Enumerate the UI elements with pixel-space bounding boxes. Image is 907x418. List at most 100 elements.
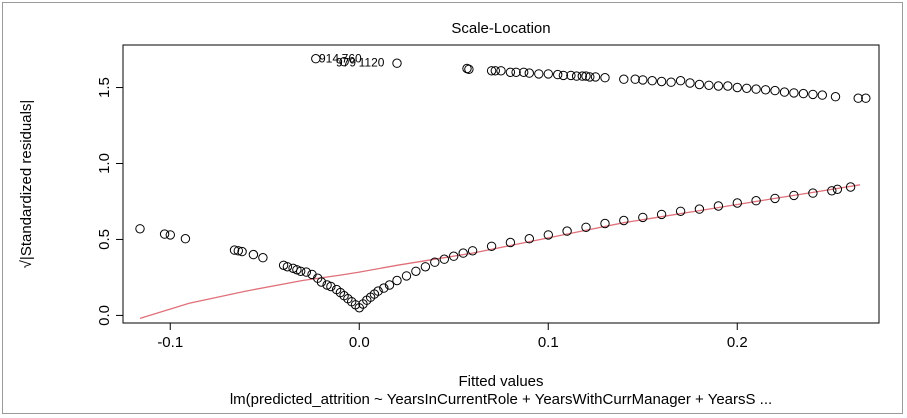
data-point	[316, 277, 327, 287]
smoother-line	[139, 184, 861, 320]
data-point	[647, 76, 657, 86]
data-point	[853, 93, 863, 103]
point-label: 979	[336, 55, 356, 69]
data-point	[392, 58, 402, 68]
x-tick-label: -0.1	[157, 334, 183, 351]
x-axis-label: Fitted values	[458, 373, 543, 390]
data-point	[638, 75, 648, 85]
data-point	[704, 80, 714, 91]
data-point	[229, 245, 240, 255]
data-point	[789, 88, 799, 98]
data-point	[180, 234, 191, 244]
point-label: 760	[342, 52, 362, 66]
data-point	[392, 275, 402, 286]
data-point	[845, 182, 856, 192]
data-point	[543, 69, 553, 79]
plot-box	[122, 44, 880, 324]
data-point	[619, 74, 629, 84]
data-point	[505, 67, 516, 78]
data-point	[694, 79, 705, 90]
data-point	[666, 77, 676, 87]
data-point	[301, 267, 311, 277]
plot-frame: 914 760 979 1120 -0.1 0.0 0.1 0.2 0.0 0.5 1.0 1.5 …	[2, 2, 903, 414]
data-point	[311, 54, 321, 64]
data-point	[832, 184, 843, 195]
data-point	[486, 241, 497, 252]
data-point	[656, 209, 667, 220]
data-point	[248, 249, 259, 260]
data-point	[411, 266, 421, 276]
data-point	[581, 71, 591, 81]
data-point	[577, 71, 587, 81]
data-point	[713, 81, 724, 91]
data-point	[464, 64, 474, 75]
data-point	[439, 254, 449, 264]
data-point	[732, 198, 742, 208]
data-point	[524, 68, 534, 78]
data-point	[165, 230, 176, 240]
data-point	[566, 70, 576, 81]
data-point	[420, 262, 431, 272]
data-point	[496, 66, 506, 76]
data-point	[430, 257, 440, 267]
data-point	[590, 72, 601, 82]
data-point	[770, 193, 780, 204]
y-tick-label: 1.0	[96, 153, 113, 174]
data-point	[282, 262, 293, 272]
data-point	[237, 246, 247, 257]
x-tick-label: 0.1	[538, 334, 559, 351]
axes-layer: -0.1 0.0 0.1 0.2 0.0 0.5 1.0 1.5	[96, 77, 748, 351]
data-point	[789, 190, 799, 201]
y-tick-label: 0.0	[96, 305, 113, 326]
y-tick-label: 1.5	[96, 77, 113, 98]
data-point	[619, 215, 629, 226]
data-point	[524, 234, 534, 244]
data-point	[638, 212, 648, 223]
data-point	[827, 186, 837, 196]
data-point	[449, 251, 459, 261]
chart-title: Scale-Location	[451, 20, 550, 37]
data-point	[486, 66, 497, 76]
data-point	[326, 281, 336, 292]
data-point	[233, 246, 244, 256]
data-point	[135, 224, 145, 234]
data-point	[675, 206, 686, 217]
point-label: 1120	[359, 55, 385, 69]
data-point	[384, 280, 395, 290]
data-point	[751, 84, 761, 94]
data-point	[600, 218, 610, 229]
data-point	[534, 69, 544, 79]
data-point	[458, 248, 468, 258]
data-point	[581, 222, 591, 233]
x-tick-label: 0.2	[727, 334, 748, 351]
data-point	[543, 230, 553, 240]
point-label: 914	[319, 52, 339, 66]
data-point	[808, 89, 818, 100]
data-point	[296, 266, 306, 276]
data-point	[861, 93, 871, 103]
data-point	[742, 83, 752, 94]
data-point	[258, 253, 268, 263]
data-point	[339, 57, 349, 67]
data-point	[798, 88, 809, 99]
data-point	[401, 271, 412, 281]
data-point	[571, 71, 582, 81]
points-layer	[135, 54, 871, 313]
data-point	[830, 92, 841, 102]
data-point	[751, 196, 761, 206]
data-point	[685, 78, 695, 88]
data-point	[490, 66, 500, 76]
model-formula: lm(predicted_attrition ~ YearsInCurrentR…	[230, 391, 772, 408]
data-point	[760, 85, 771, 95]
data-point	[467, 246, 478, 256]
data-point	[585, 72, 595, 82]
data-point	[558, 70, 569, 81]
data-point	[808, 188, 818, 198]
data-point	[562, 226, 572, 236]
data-point	[600, 73, 610, 83]
data-point	[373, 286, 383, 296]
data-point	[732, 82, 742, 93]
y-tick-label: 0.5	[96, 229, 113, 250]
